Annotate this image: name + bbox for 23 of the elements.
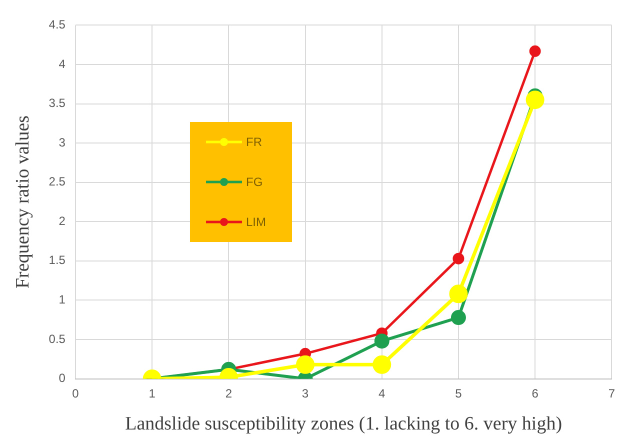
x-tick-label: 6 [532,386,539,400]
x-axis-title: Landslide susceptibility zones (1. lacking to 6. very high) [125,414,562,435]
x-tick-label: 3 [302,386,309,400]
y-tick-label: 4 [58,56,66,71]
y-tick-label: 1.5 [48,253,66,268]
y-tick-label: 2 [58,214,66,228]
legend-label: FR [246,135,262,149]
y-tick-label: 3.5 [48,96,66,110]
x-tick-label: 7 [608,386,616,400]
x-tick-label: 0 [72,386,80,400]
x-tick-label: 1 [148,386,156,400]
y-axis-title: Frequency ratio values [12,115,34,289]
x-tick-label: 2 [225,386,232,400]
x-tick-label: 5 [455,386,462,400]
y-tick-label: 0 [58,371,66,386]
y-tick-label: 2.5 [48,174,66,189]
legend-label: LIM [246,215,266,229]
y-tick-label: 4.5 [48,18,66,32]
y-tick-label: 3 [58,135,66,150]
y-tick-label: 1 [58,292,66,307]
legend-label: FG [246,175,263,189]
x-tick-label: 4 [378,386,386,400]
y-tick-label: 0.5 [48,332,66,346]
